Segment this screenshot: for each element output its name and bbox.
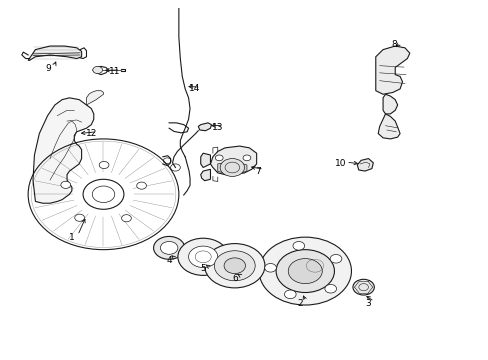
- Circle shape: [137, 182, 146, 189]
- Circle shape: [224, 258, 245, 274]
- Circle shape: [61, 181, 70, 188]
- Polygon shape: [217, 162, 246, 174]
- Text: 10: 10: [334, 159, 346, 168]
- Circle shape: [153, 237, 184, 259]
- Text: 14: 14: [189, 84, 200, 93]
- Circle shape: [276, 249, 334, 293]
- Circle shape: [99, 161, 109, 168]
- Polygon shape: [210, 146, 256, 175]
- Text: 13: 13: [211, 123, 223, 132]
- Text: 1: 1: [69, 233, 75, 242]
- Text: 8: 8: [390, 40, 396, 49]
- Circle shape: [178, 238, 228, 275]
- Circle shape: [324, 284, 336, 293]
- Polygon shape: [28, 46, 81, 60]
- Circle shape: [264, 264, 276, 272]
- Text: 7: 7: [255, 167, 261, 176]
- Polygon shape: [375, 46, 409, 94]
- Circle shape: [122, 215, 131, 222]
- Circle shape: [284, 290, 296, 299]
- Polygon shape: [382, 94, 397, 114]
- Circle shape: [259, 237, 351, 305]
- Circle shape: [215, 155, 223, 161]
- Circle shape: [292, 242, 304, 250]
- Text: 11: 11: [109, 67, 120, 76]
- Polygon shape: [198, 123, 211, 131]
- Circle shape: [160, 242, 178, 254]
- Polygon shape: [201, 153, 210, 167]
- Polygon shape: [33, 98, 94, 203]
- Circle shape: [204, 244, 264, 288]
- Circle shape: [75, 214, 84, 221]
- Circle shape: [243, 155, 250, 161]
- Text: 5: 5: [200, 264, 205, 273]
- Circle shape: [214, 251, 255, 281]
- Circle shape: [188, 246, 217, 267]
- Text: 3: 3: [365, 299, 370, 308]
- Circle shape: [220, 158, 244, 176]
- Circle shape: [93, 66, 102, 73]
- Circle shape: [352, 279, 373, 295]
- Circle shape: [329, 255, 341, 263]
- Text: 2: 2: [297, 299, 302, 308]
- Text: 9: 9: [45, 64, 51, 73]
- Polygon shape: [201, 169, 210, 181]
- Polygon shape: [86, 91, 103, 105]
- Polygon shape: [357, 158, 372, 171]
- Text: 12: 12: [85, 129, 97, 138]
- Text: 4: 4: [166, 256, 172, 265]
- Circle shape: [287, 258, 322, 284]
- Text: 6: 6: [232, 274, 238, 283]
- Polygon shape: [377, 114, 399, 139]
